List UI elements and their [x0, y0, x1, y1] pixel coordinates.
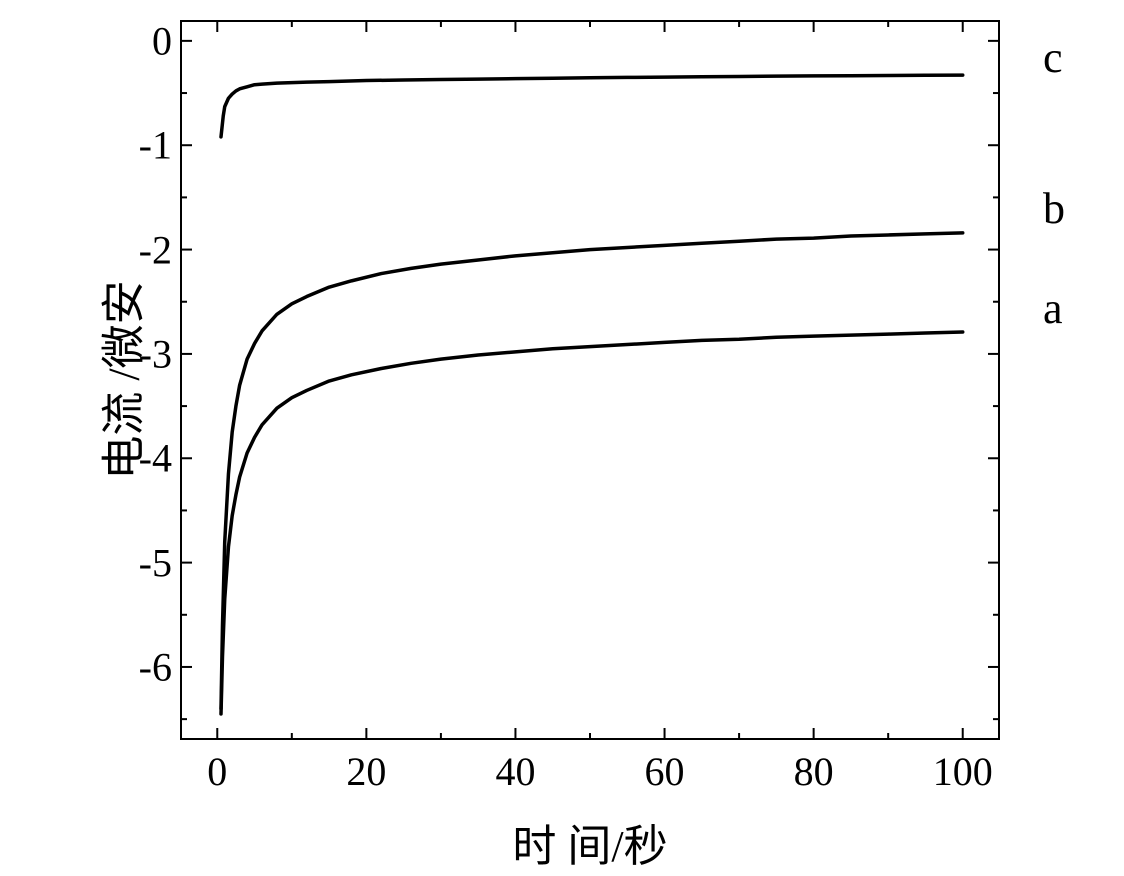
series-a [221, 332, 963, 714]
series-label-c: c [1043, 32, 1063, 83]
x-tick-label: 80 [794, 748, 834, 795]
current-time-chart: 电流 /微安 时 间/秒 0-1-2-3-4-5-6 020406080100 … [0, 0, 1124, 876]
y-tick-label: 0 [152, 17, 172, 64]
y-tick-label: -6 [139, 643, 172, 690]
y-tick-label: -3 [139, 330, 172, 377]
x-tick-label: 60 [645, 748, 685, 795]
series-label-b: b [1043, 183, 1065, 234]
x-tick-label: 20 [346, 748, 386, 795]
x-tick-label: 100 [933, 748, 993, 795]
y-tick-label: -5 [139, 539, 172, 586]
y-tick-label: -2 [139, 226, 172, 273]
y-tick-label: -1 [139, 122, 172, 169]
y-tick-label: -4 [139, 435, 172, 482]
series-c [221, 75, 963, 137]
x-tick-label: 40 [495, 748, 535, 795]
plot-svg [180, 20, 1000, 740]
series-label-a: a [1043, 283, 1063, 334]
series-b [221, 233, 963, 709]
x-tick-label: 0 [207, 748, 227, 795]
x-axis-label: 时 间/秒 [512, 810, 667, 874]
